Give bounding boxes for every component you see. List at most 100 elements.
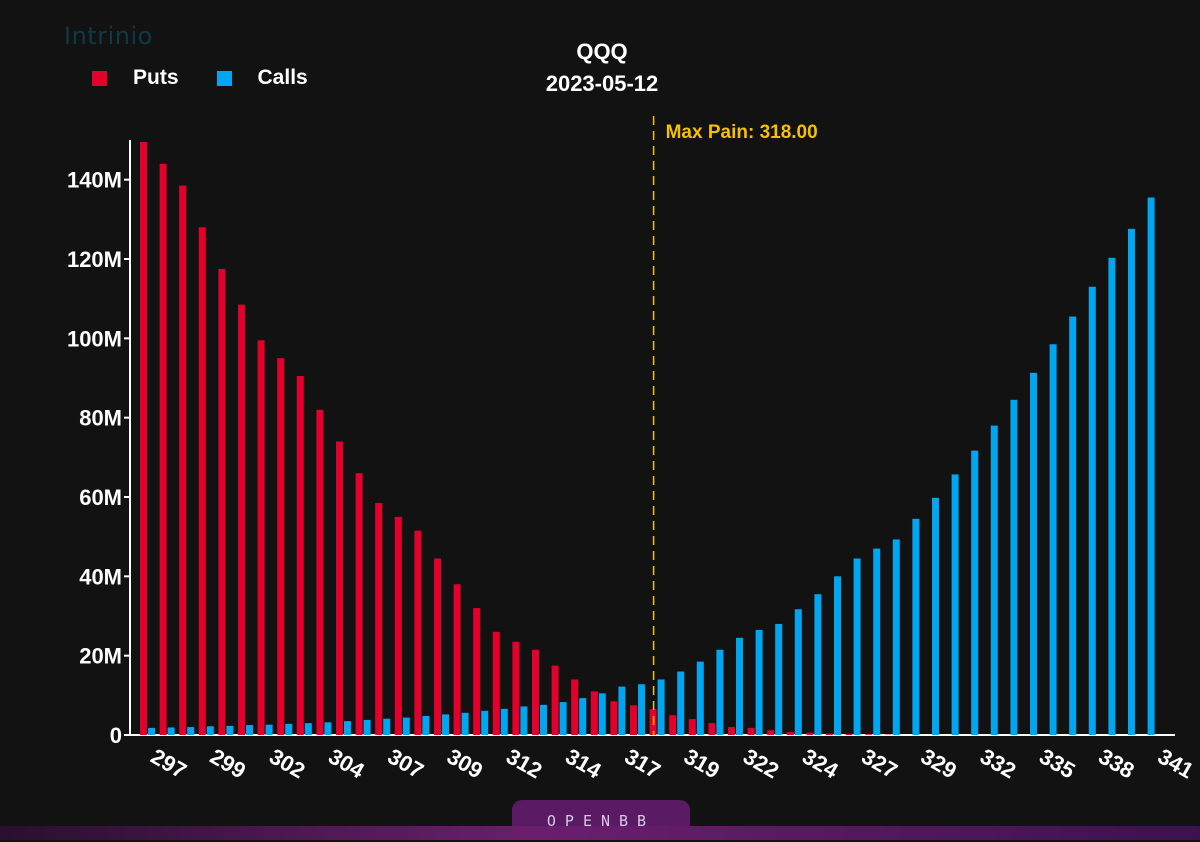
y-tick-label: 100M [67, 326, 122, 351]
bar-puts [767, 730, 774, 735]
bar-puts [512, 642, 519, 735]
bar-calls [305, 723, 312, 735]
bar-puts [316, 410, 323, 735]
bar-puts [552, 666, 559, 735]
footer-bar [0, 826, 1200, 840]
bar-puts [218, 269, 225, 735]
bar-calls [1148, 198, 1155, 735]
bar-puts [238, 305, 245, 735]
bar-puts [669, 715, 676, 735]
bar-calls [540, 705, 547, 735]
bar-calls [403, 718, 410, 735]
x-tick-label: 299 [206, 743, 250, 783]
bar-puts [277, 358, 284, 735]
bar-calls [814, 594, 821, 735]
bar-calls [520, 706, 527, 735]
y-tick-label: 140M [67, 168, 122, 193]
bar-calls [873, 549, 880, 735]
bar-calls [795, 609, 802, 735]
bar-calls [266, 725, 273, 735]
y-tick-label: 20M [79, 644, 122, 669]
bar-calls [912, 519, 919, 735]
bar-puts [160, 164, 167, 735]
bars [140, 142, 1155, 735]
bar-puts [689, 719, 696, 735]
bar-puts [708, 723, 715, 735]
x-tick-label: 297 [147, 743, 191, 783]
bar-puts [414, 531, 421, 735]
bar-puts [591, 691, 598, 735]
x-tick-label: 317 [620, 743, 664, 783]
x-tick-label: 341 [1154, 743, 1198, 783]
bar-puts [434, 558, 441, 735]
bar-puts [454, 584, 461, 735]
bar-puts [375, 503, 382, 735]
y-tick-label: 80M [79, 406, 122, 431]
bar-puts [728, 727, 735, 735]
bar-calls [952, 474, 959, 735]
bar-calls [285, 724, 292, 735]
bar-puts [748, 728, 755, 735]
x-tick-label: 322 [739, 743, 783, 783]
bar-calls [599, 693, 606, 735]
bar-puts [199, 227, 206, 735]
bar-calls [324, 722, 331, 735]
bar-calls [1069, 317, 1076, 735]
bar-calls [422, 716, 429, 735]
bar-puts [140, 142, 147, 735]
x-tick-label: 304 [324, 743, 369, 783]
y-tick-label: 60M [79, 485, 122, 510]
bar-puts [846, 734, 853, 735]
bar-calls [207, 726, 214, 735]
bar-calls [148, 728, 155, 735]
x-tick-label: 338 [1094, 743, 1138, 783]
bar-puts [356, 473, 363, 735]
bar-calls [893, 539, 900, 735]
bar-calls [1050, 344, 1057, 735]
max-pain-annotation: Max Pain: 318.00 [654, 116, 818, 735]
bar-calls [168, 727, 175, 735]
bar-calls [246, 725, 253, 735]
y-tick-label: 120M [67, 247, 122, 272]
bar-calls [579, 698, 586, 735]
bar-calls [736, 638, 743, 735]
bar-puts [806, 733, 813, 735]
bar-puts [787, 732, 794, 735]
y-tick-label: 0 [110, 723, 122, 748]
bar-calls [1108, 258, 1115, 735]
bar-calls [560, 702, 567, 735]
bar-calls [971, 451, 978, 735]
bar-calls [775, 624, 782, 735]
bar-puts [571, 679, 578, 735]
bar-calls [638, 684, 645, 735]
bar-puts [865, 734, 872, 735]
bar-puts [630, 705, 637, 735]
bar-calls [932, 498, 939, 735]
bar-calls [677, 672, 684, 735]
bar-calls [501, 709, 508, 735]
bar-calls [1128, 229, 1135, 735]
x-tick-label: 302 [265, 743, 309, 783]
x-tick-label: 324 [798, 743, 843, 783]
x-tick-label: 307 [384, 743, 428, 783]
bar-calls [854, 558, 861, 735]
bar-calls [442, 714, 449, 735]
bar-puts [826, 733, 833, 735]
bar-calls [658, 679, 665, 735]
bar-calls [383, 719, 390, 735]
bar-calls [1010, 400, 1017, 735]
x-tick-label: 314 [561, 743, 606, 783]
bar-calls [226, 726, 233, 735]
bar-puts [258, 340, 265, 735]
bar-puts [532, 650, 539, 735]
bar-puts [493, 632, 500, 735]
bar-calls [991, 426, 998, 735]
bar-calls [834, 576, 841, 735]
bar-calls [1089, 287, 1096, 735]
bar-calls [697, 662, 704, 735]
x-tick-label: 319 [680, 743, 724, 783]
